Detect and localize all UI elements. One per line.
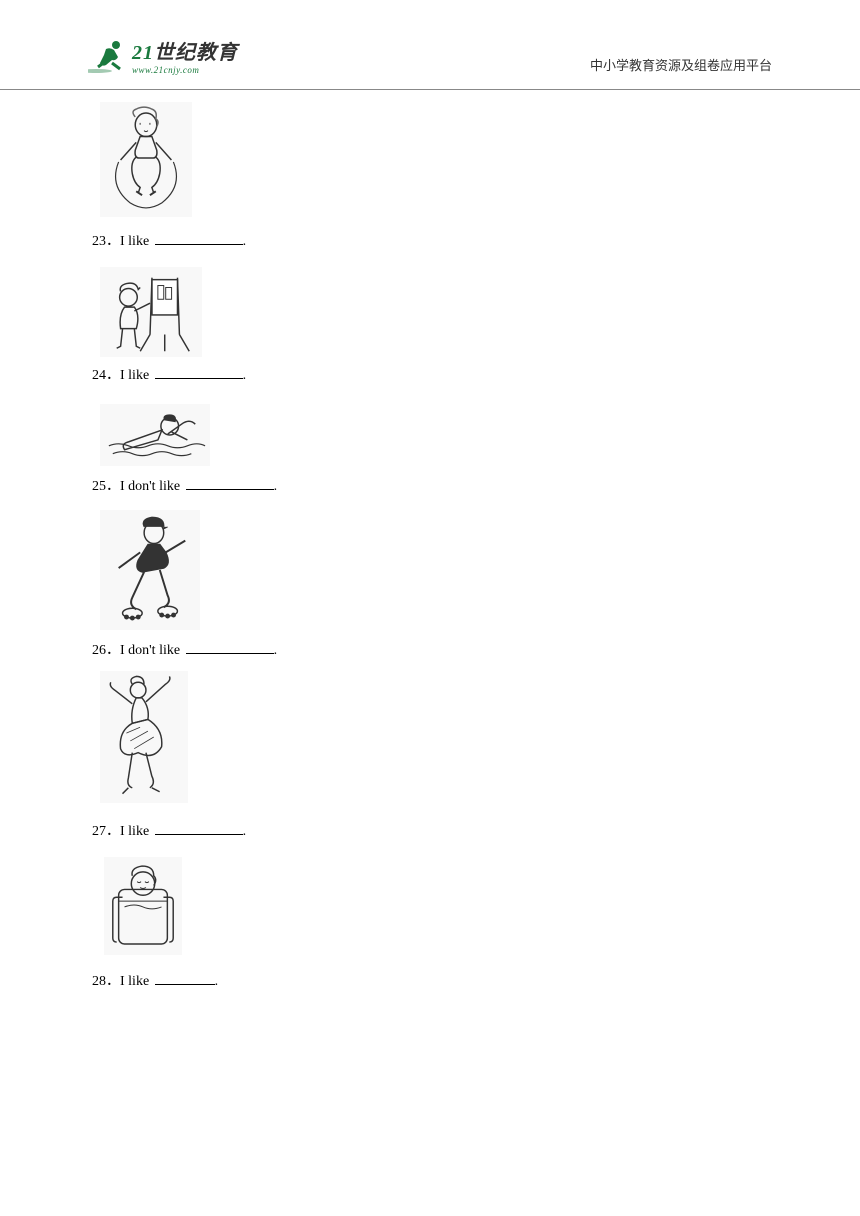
logo-cn: 世纪教育 [154, 42, 238, 64]
question-27: 27．I like . [92, 671, 772, 843]
logo-text: 21世纪教育 www.21cnjy.com [132, 36, 238, 75]
question-23: 23．I like . [92, 102, 772, 253]
question-number: 23． [92, 234, 120, 249]
question-prefix: I like [120, 824, 153, 839]
question-number: 24． [92, 368, 120, 383]
logo: 21世纪教育 www.21cnjy.com [88, 35, 238, 75]
fill-blank[interactable] [186, 640, 274, 654]
question-suffix: . [274, 479, 278, 494]
logo-url: www.21cnjy.com [132, 65, 238, 75]
header-right-text: 中小学教育资源及组卷应用平台 [590, 55, 772, 74]
question-suffix: . [243, 824, 247, 839]
question-28: 28．I like . [92, 857, 772, 993]
question-24: 24．I like . [92, 267, 772, 387]
question-26: 26．I don't like . [92, 510, 772, 662]
question-prefix: I like [120, 974, 153, 989]
question-23-text: 23．I like . [92, 231, 772, 253]
fill-blank[interactable] [186, 476, 274, 490]
question-suffix: . [215, 974, 219, 989]
question-26-text: 26．I don't like . [92, 640, 772, 662]
question-24-text: 24．I like . [92, 365, 772, 387]
question-suffix: . [274, 643, 278, 658]
illustration-jumping-rope [100, 102, 192, 217]
fill-blank[interactable] [155, 821, 243, 835]
fill-blank[interactable] [155, 971, 215, 985]
illustration-swimming [100, 404, 210, 466]
question-suffix: . [243, 368, 247, 383]
question-28-text: 28．I like . [92, 971, 772, 993]
question-27-text: 27．I like . [92, 821, 772, 843]
fill-blank[interactable] [155, 365, 243, 379]
logo-21: 21 [132, 42, 154, 64]
question-prefix: I like [120, 234, 153, 249]
question-25: 25．I don't like . [92, 404, 772, 498]
illustration-dancing [100, 671, 188, 803]
question-prefix: I don't like [120, 643, 184, 658]
page-header: 21世纪教育 www.21cnjy.com 中小学教育资源及组卷应用平台 [0, 0, 860, 90]
question-25-text: 25．I don't like . [92, 476, 772, 498]
question-number: 25． [92, 479, 120, 494]
logo-icon [88, 35, 128, 75]
illustration-skating [100, 510, 200, 630]
question-number: 28． [92, 974, 120, 989]
question-prefix: I don't like [120, 479, 184, 494]
question-number: 26． [92, 643, 120, 658]
question-suffix: . [243, 234, 247, 249]
question-prefix: I like [120, 368, 153, 383]
worksheet-content: 23．I like . 24．I like . [0, 102, 860, 993]
fill-blank[interactable] [155, 231, 243, 245]
question-number: 27． [92, 824, 120, 839]
logo-main-text: 21世纪教育 [132, 36, 238, 65]
illustration-sleeping [104, 857, 182, 955]
illustration-painting [100, 267, 202, 357]
